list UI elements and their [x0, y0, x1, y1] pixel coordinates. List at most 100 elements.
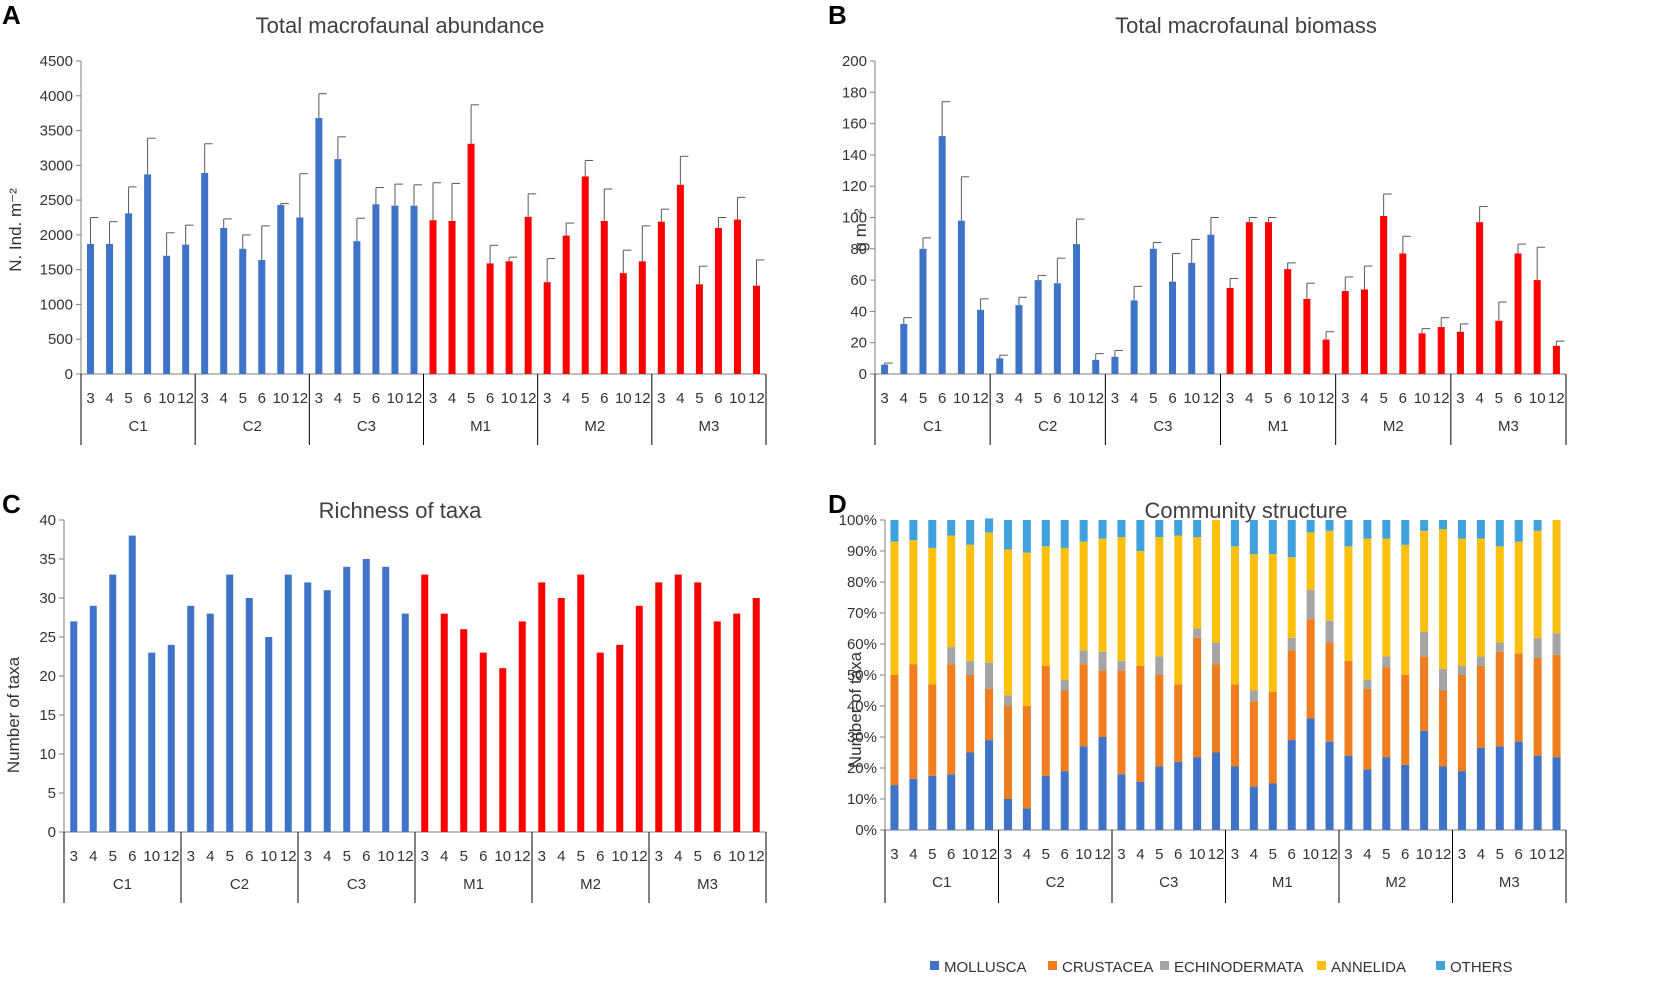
- chart-c-bar: [284, 574, 292, 832]
- chart-c-bar: [304, 582, 312, 832]
- chart-d-bar-mollusca: [1420, 730, 1429, 830]
- chart-d-group-label: M3: [1499, 874, 1520, 891]
- chart-a-bar: [391, 205, 399, 374]
- chart-a-month-label: 12: [406, 390, 423, 407]
- chart-b-month-label: 4: [1245, 390, 1253, 407]
- chart-d-month-label: 6: [947, 846, 955, 863]
- chart-d-bar-crustacea: [1495, 651, 1504, 747]
- chart-d-bar-mollusca: [909, 778, 918, 830]
- chart-d-bar-annelida: [1439, 529, 1448, 669]
- chart-a-bar: [182, 244, 190, 374]
- chart-d-bar-mollusca: [890, 785, 899, 830]
- chart-a-group-label: C3: [357, 418, 376, 435]
- chart-c-month-label: 12: [748, 848, 765, 865]
- chart-d-bar-annelida: [1401, 544, 1410, 675]
- chart-d-bar-echinodermata: [1325, 620, 1334, 643]
- chart-b-bar: [1360, 289, 1368, 374]
- chart-c-month-label: 4: [323, 848, 331, 865]
- chart-a-ytick-label: 4000: [40, 88, 73, 105]
- chart-d-bar-others: [1476, 520, 1485, 539]
- chart-d-bar-mollusca: [1476, 747, 1485, 830]
- chart-a-bar: [733, 219, 741, 374]
- chart-a-month-label: 12: [291, 390, 308, 407]
- chart-d-bar-echinodermata: [1363, 679, 1372, 689]
- chart-a-bar: [467, 143, 475, 374]
- chart-b-bar: [1034, 280, 1042, 374]
- chart-d-bar-mollusca: [1249, 786, 1258, 830]
- chart-c-bar: [245, 598, 253, 832]
- chart-a-month-label: 3: [429, 390, 437, 407]
- chart-d-bar-echinodermata: [1249, 690, 1258, 702]
- chart-d-bar-echinodermata: [985, 662, 994, 689]
- chart-d-bar-crustacea: [1230, 684, 1239, 767]
- chart-d-month-label: 12: [1208, 846, 1225, 863]
- chart-d-bar-others: [928, 520, 937, 548]
- chart-d-bar-others: [1193, 520, 1202, 538]
- chart-c-month-label: 3: [187, 848, 195, 865]
- chart-d-month-label: 3: [1004, 846, 1012, 863]
- chart-c-month-label: 6: [713, 848, 721, 865]
- chart-d-bar-annelida: [890, 541, 899, 675]
- chart-d-ytick-label: 80%: [847, 574, 877, 591]
- chart-d-bar-crustacea: [1476, 665, 1485, 748]
- chart-c-bar: [382, 566, 390, 832]
- chart-b-month-label: 6: [1168, 390, 1176, 407]
- chart-d-bar-others: [1363, 520, 1372, 539]
- chart-c-bar: [401, 613, 409, 832]
- chart-a-bar: [448, 220, 456, 374]
- chart-d-bar-mollusca: [1439, 766, 1448, 830]
- chart-a-ytick-label: 3000: [40, 157, 73, 174]
- chart-a-bar: [201, 172, 209, 374]
- chart-d-bar-echinodermata: [1098, 651, 1107, 671]
- chart-d-bar-annelida: [966, 544, 975, 662]
- chart-c-month-label: 4: [557, 848, 565, 865]
- chart-c-month-label: 12: [514, 848, 531, 865]
- chart-d-bar-others: [1457, 520, 1466, 539]
- chart-c-bar: [148, 652, 156, 832]
- chart-d-bar-others: [1230, 520, 1239, 547]
- chart-d-bar-others: [1325, 520, 1334, 531]
- chart-d-bar-crustacea: [1155, 675, 1164, 767]
- chart-c-group-label: C3: [347, 876, 366, 893]
- chart-a-title: Total macrofaunal abundance: [256, 13, 545, 38]
- chart-a-bar: [372, 204, 380, 374]
- chart-a-month-label: 4: [562, 390, 570, 407]
- chart-d-bar-annelida: [928, 547, 937, 685]
- chart-c-bar: [167, 644, 175, 832]
- chart-c-bar: [499, 668, 507, 832]
- chart-a-ylabel: N. Ind. m⁻²: [6, 188, 25, 272]
- chart-c-group-label: C2: [230, 876, 249, 893]
- legend-swatch-others: [1436, 961, 1445, 970]
- chart-c-month-label: 4: [440, 848, 448, 865]
- chart-d-month-label: 3: [1117, 846, 1125, 863]
- chart-d-bar-echinodermata: [1533, 637, 1542, 658]
- chart-a-group-label: M3: [698, 418, 719, 435]
- chart-d-bar-annelida: [1268, 554, 1277, 693]
- chart-d-bar-others: [1155, 520, 1164, 538]
- chart-d-bar-echinodermata: [966, 661, 975, 675]
- chart-d-bar-annelida: [1060, 547, 1069, 680]
- chart-d-month-label: 6: [1288, 846, 1296, 863]
- chart-d-bar-mollusca: [1098, 737, 1107, 830]
- chart-a-month-label: 5: [353, 390, 361, 407]
- chart-b-month-label: 4: [1475, 390, 1483, 407]
- chart-b-ytick-label: 20: [850, 335, 867, 352]
- chart-b-bar: [1437, 327, 1445, 374]
- chart-c-bar: [752, 598, 760, 832]
- chart-c-month-label: 10: [494, 848, 511, 865]
- chart-a-bar: [524, 216, 532, 374]
- chart-d-bar-echinodermata: [1212, 642, 1221, 665]
- chart-b-bar: [1092, 359, 1100, 374]
- chart-a-bar: [543, 282, 551, 374]
- chart-d-bar-mollusca: [1041, 775, 1050, 830]
- chart-d-month-label: 12: [1435, 846, 1452, 863]
- chart-c-group-label: M2: [580, 876, 601, 893]
- chart-a-month-label: 3: [543, 390, 551, 407]
- chart-c-group-label: M1: [463, 876, 484, 893]
- chart-b-ytick-label: 140: [842, 147, 867, 164]
- chart-b-month-label: 5: [1379, 390, 1387, 407]
- chart-b-ytick-label: 160: [842, 116, 867, 133]
- chart-c-month-label: 5: [577, 848, 585, 865]
- chart-d-bar-annelida: [1552, 520, 1561, 634]
